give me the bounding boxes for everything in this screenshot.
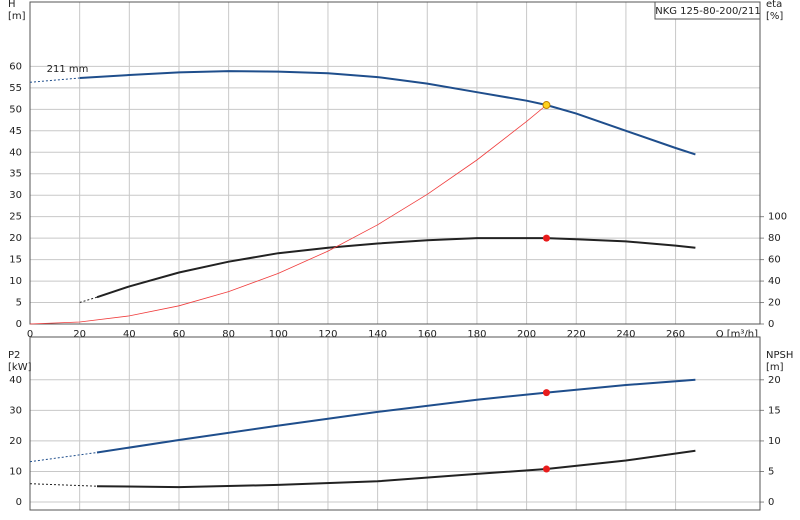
y-tick-label: 55 xyxy=(9,83,22,94)
duty-point xyxy=(542,465,550,473)
y-tick-label: 35 xyxy=(9,169,22,180)
x-tick-label: 40 xyxy=(123,329,136,340)
y-tick-label: 50 xyxy=(9,104,22,115)
y2-tick-label: 20 xyxy=(768,298,781,309)
y-tick-label: 10 xyxy=(9,466,22,477)
y-tick-label: 0 xyxy=(16,319,22,330)
chart-title: NKG 125-80-200/211 xyxy=(655,6,761,17)
y2-tick-label: 100 xyxy=(768,212,787,223)
y-tick-label: 5 xyxy=(16,298,22,309)
y2-tick-label: 0 xyxy=(768,497,774,508)
curve xyxy=(79,296,98,303)
x-tick-label: 0 xyxy=(27,329,33,340)
y-tick-label: 25 xyxy=(9,212,22,223)
y2-tick-label: 60 xyxy=(768,255,781,266)
y2-tick-label: 5 xyxy=(768,466,774,477)
y-tick-label: 15 xyxy=(9,255,22,266)
y-tick-label: 10 xyxy=(9,276,22,287)
x-tick-label: 220 xyxy=(567,329,586,340)
y-tick-label: 30 xyxy=(9,405,22,416)
curve xyxy=(29,77,80,83)
y-tick-label: 20 xyxy=(9,436,22,447)
y2-tick-label: 20 xyxy=(768,375,781,386)
curve xyxy=(29,483,98,487)
plot-area xyxy=(30,337,760,510)
y-tick-label: 40 xyxy=(9,147,22,158)
y-axis-label: P2 xyxy=(8,350,20,361)
y2-tick-label: 15 xyxy=(768,405,781,416)
curve xyxy=(79,70,696,156)
x-tick-label: 100 xyxy=(269,329,288,340)
x-tick-label: 60 xyxy=(173,329,186,340)
plot-border xyxy=(29,336,761,511)
y-tick-label: 60 xyxy=(9,61,22,72)
y2-axis-label: eta xyxy=(766,0,782,10)
duty-point xyxy=(542,389,550,397)
y2-tick-label: 40 xyxy=(768,276,781,287)
y-tick-label: 20 xyxy=(9,233,22,244)
curve xyxy=(96,237,696,299)
y2-axis-unit: [%] xyxy=(766,11,783,22)
y-tick-label: 40 xyxy=(9,375,22,386)
y2-tick-label: 80 xyxy=(768,233,781,244)
x-tick-label: 80 xyxy=(222,329,235,340)
curve-label: 211 mm xyxy=(47,64,89,75)
y-axis-unit: [m] xyxy=(8,11,26,22)
y-tick-label: 45 xyxy=(9,126,22,137)
x-tick-label: 140 xyxy=(368,329,387,340)
x-tick-label: 120 xyxy=(318,329,337,340)
y-axis-unit: [kW] xyxy=(8,362,32,373)
y2-axis-unit: [m] xyxy=(766,362,784,373)
y-tick-label: 30 xyxy=(9,190,22,201)
x-tick-label: 160 xyxy=(418,329,437,340)
curve xyxy=(29,452,98,463)
y2-tick-label: 10 xyxy=(768,436,781,447)
y2-tick-label: 0 xyxy=(768,319,774,330)
curve xyxy=(29,104,547,325)
y-axis-label: H xyxy=(8,0,16,10)
curve xyxy=(96,378,696,454)
y-tick-label: 0 xyxy=(16,497,22,508)
title-box xyxy=(654,1,761,20)
plot-area xyxy=(30,2,760,324)
x-tick-label: 180 xyxy=(467,329,486,340)
duty-point xyxy=(542,234,550,242)
plot-border xyxy=(29,1,761,325)
duty-point xyxy=(542,101,551,110)
y2-axis-label: NPSH xyxy=(766,350,793,361)
x-tick-label: 240 xyxy=(616,329,635,340)
x-tick-label: 260 xyxy=(666,329,685,340)
x-axis-label: Q [m³/h] xyxy=(716,329,758,340)
curve xyxy=(96,449,696,489)
x-tick-label: 200 xyxy=(517,329,536,340)
x-tick-label: 20 xyxy=(73,329,86,340)
